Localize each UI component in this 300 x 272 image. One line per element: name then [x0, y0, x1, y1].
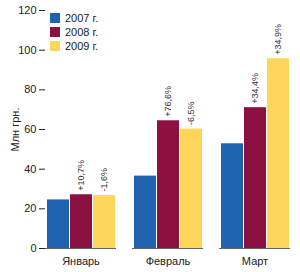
html-text:2009 г.: 2009 г. — [65, 40, 99, 52]
svg-text:+34,4%: +34,4% — [250, 73, 260, 104]
svg-text:+10,7%: +10,7% — [76, 160, 86, 191]
svg-text:Февраль: Февраль — [146, 255, 191, 267]
svg-text:-6,5%: -6,5% — [186, 102, 196, 126]
svg-text:Январь: Январь — [62, 255, 100, 267]
html-text:2008 г.: 2008 г. — [65, 26, 99, 38]
svg-text:60: 60 — [24, 123, 36, 135]
svg-text:120: 120 — [18, 4, 36, 16]
svg-text:100: 100 — [18, 44, 36, 56]
svg-text:0: 0 — [30, 242, 36, 254]
svg-text:-1,6%: -1,6% — [99, 168, 109, 192]
svg-text:+34,9%: +34,9% — [273, 24, 283, 55]
svg-text:Март: Март — [242, 255, 268, 267]
svg-text:40: 40 — [24, 163, 36, 175]
svg-text:Млн грн.: Млн грн. — [9, 108, 21, 152]
html-text:2007 г.: 2007 г. — [65, 12, 99, 24]
svg-text:+76,6%: +76,6% — [163, 86, 173, 117]
svg-text:20: 20 — [24, 202, 36, 214]
svg-text:80: 80 — [24, 83, 36, 95]
